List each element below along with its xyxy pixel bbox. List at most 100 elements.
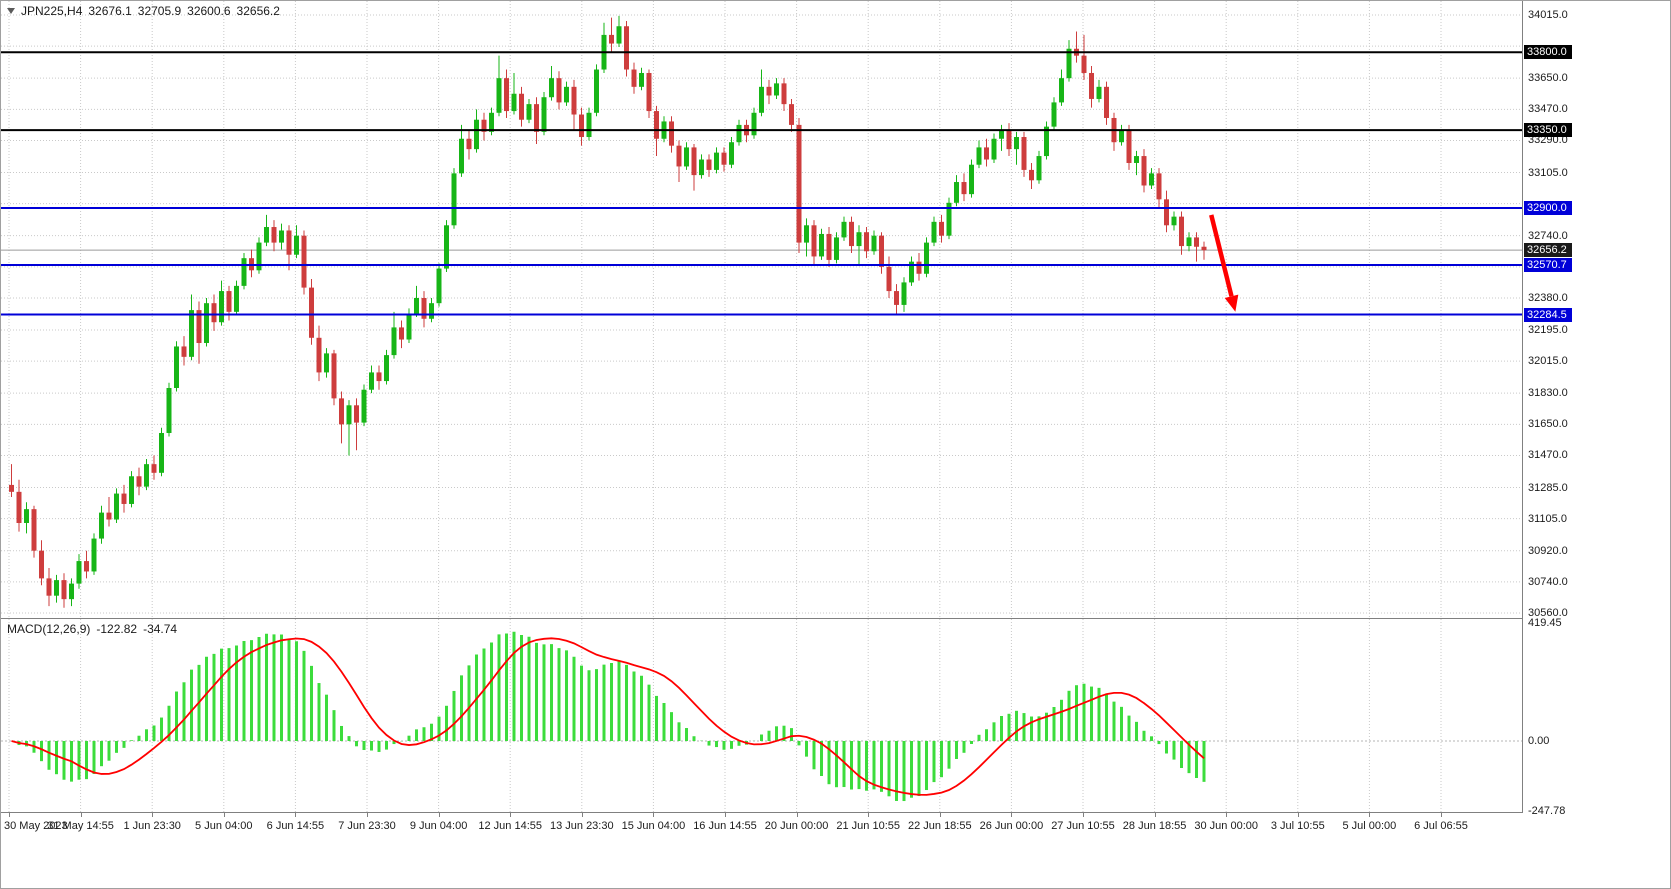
candle-bull <box>774 83 779 96</box>
candle-bear <box>84 561 89 572</box>
time-tick-mark <box>80 813 82 817</box>
candle-bull <box>1134 156 1139 163</box>
candle-bear <box>811 225 817 257</box>
candle-bear <box>481 119 487 132</box>
candle-bear <box>211 303 217 323</box>
candle-bull <box>804 225 809 243</box>
time-tick-label: 13 Jun 23:30 <box>549 820 614 832</box>
candle-bear <box>676 145 682 167</box>
candle-bull <box>384 355 389 382</box>
candle-bear <box>16 491 22 523</box>
candle-bear <box>1081 55 1087 73</box>
ohlc-open-value: 32676.1 <box>88 4 132 18</box>
candle-bull <box>174 346 179 388</box>
price-tick-label: 33290.0 <box>1528 134 1568 147</box>
candle-bear <box>894 291 899 305</box>
candle-bull <box>241 258 247 286</box>
time-tick-mark <box>367 813 368 817</box>
candle-bull <box>1119 130 1124 143</box>
candle-bear <box>519 93 524 120</box>
candle-bear <box>1201 246 1207 251</box>
candle-bear <box>196 310 202 343</box>
price-axis[interactable]: 34015.0 33650.0 33470.0 33290.0 33105.0 32740… <box>1522 1 1670 817</box>
candle-bear <box>504 78 509 112</box>
candle-bull <box>541 97 547 132</box>
candle-bull <box>69 583 74 600</box>
candle-bull <box>699 159 704 176</box>
candle-bear <box>421 297 427 319</box>
candle-bull <box>736 124 742 143</box>
candle-bull <box>564 86 569 103</box>
candle-bear <box>376 372 382 382</box>
candle-bear <box>309 287 314 338</box>
time-tick-mark <box>939 813 941 817</box>
candle-bear <box>849 221 854 247</box>
candle-bear <box>136 476 142 487</box>
candle-bear <box>939 221 944 236</box>
time-tick-label: 31 May 14:55 <box>47 820 114 832</box>
symbol-ohlc-header: JPN225,H4 32676.1 32705.9 32600.6 32656.… <box>7 4 280 18</box>
time-tick-mark <box>9 813 10 817</box>
candle-bear <box>571 86 577 115</box>
macd-chart-canvas[interactable] <box>1 619 1522 812</box>
candle-bear <box>556 78 562 103</box>
candle-bull <box>751 112 757 136</box>
price-tick-label: 31830.0 <box>1528 387 1568 400</box>
candle-bull <box>91 538 97 572</box>
time-tick-mark <box>1369 813 1371 817</box>
macd-indicator-label: MACD(12,26,9) <box>7 622 91 636</box>
ohlc-close-value: 32656.2 <box>236 4 280 18</box>
candle-bull <box>549 78 554 98</box>
time-tick-label: 3 Jul 10:55 <box>1270 820 1325 832</box>
price-pane[interactable]: JPN225,H4 32676.1 32705.9 32600.6 32656.… <box>1 1 1522 619</box>
candle-bull <box>1059 78 1064 103</box>
candle-bull <box>946 202 952 236</box>
candle-bear <box>151 464 157 473</box>
price-level-badge: 32284.5 <box>1524 307 1572 322</box>
candle-bear <box>39 550 44 579</box>
candle-bull <box>24 509 29 523</box>
price-tick-label: 32015.0 <box>1528 355 1568 368</box>
time-tick-mark <box>223 813 225 817</box>
macd-pane[interactable]: MACD(12,26,9) -122.82 -34.74 <box>1 619 1522 813</box>
time-axis[interactable]: 30 May 2023 31 May 14:55 1 Jun 23:30 5 Jun … <box>1 813 1670 888</box>
time-tick-label: 20 Jun 00:00 <box>764 820 829 832</box>
candle-bull <box>459 138 464 174</box>
candle-bull <box>99 512 104 539</box>
time-tick-mark <box>510 813 512 817</box>
candle-bear <box>339 398 344 425</box>
candle-bull <box>159 432 164 473</box>
candle-bull <box>294 235 299 255</box>
candle-bull <box>429 303 434 319</box>
candle-bull <box>414 297 419 314</box>
price-chart-canvas[interactable] <box>1 1 1522 618</box>
symbol-marker-icon[interactable] <box>7 8 15 14</box>
candle-bear <box>466 138 472 150</box>
candle-bear <box>1164 199 1169 226</box>
candle-bull <box>436 268 442 304</box>
candle-bull <box>729 142 734 165</box>
time-tick-mark <box>1154 813 1156 817</box>
candle-bull <box>451 173 457 226</box>
price-tick-label: 34015.0 <box>1528 9 1568 21</box>
candle-bull <box>264 227 269 243</box>
candle-bear <box>609 34 614 44</box>
symbol-timeframe-label: JPN225,H4 <box>21 4 83 18</box>
candle-bull <box>616 26 622 44</box>
trend-arrow-line[interactable] <box>1209 214 1234 297</box>
price-level-badge: 32900.0 <box>1524 200 1572 215</box>
time-tick-mark <box>868 813 870 817</box>
candle-bull <box>324 353 329 373</box>
candle-bull <box>369 372 374 390</box>
candle-bull <box>954 182 959 203</box>
candle-bull <box>819 233 824 257</box>
price-tick-label: 33650.0 <box>1528 72 1568 85</box>
time-tick-mark <box>796 813 798 817</box>
candle-bull <box>909 261 914 283</box>
candle-bear <box>331 353 337 399</box>
time-tick-label: 21 Jun 10:55 <box>836 820 900 832</box>
candle-bull <box>474 119 479 150</box>
trend-arrow-head[interactable] <box>1224 294 1239 312</box>
time-tick-mark <box>1011 813 1013 817</box>
candle-bear <box>316 337 322 373</box>
